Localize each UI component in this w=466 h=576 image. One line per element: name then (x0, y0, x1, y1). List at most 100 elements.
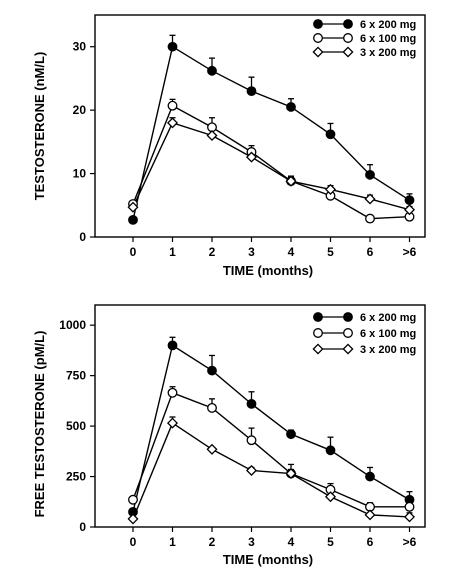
free-testosterone-legend-marker-start-3-x-200-mg (312, 343, 324, 355)
free-testosterone-legend: 6 x 200 mg 6 x 100 mg 3 x 200 mg (312, 312, 416, 356)
testosterone-point-6-x-100-mg (167, 100, 178, 111)
free-testosterone-legend-marker-end-6-x-100-mg (343, 328, 353, 338)
testosterone-point-3-x-200-mg (127, 201, 139, 213)
testosterone-x-tick-label: 0 (130, 245, 137, 259)
testosterone-x-tick-label: 3 (248, 245, 255, 259)
free-testosterone-legend-label-6-x-200-mg: 6 x 200 mg (360, 312, 416, 324)
testosterone-point-3-x-200-mg (364, 193, 376, 205)
free-testosterone-x-tick-label: 1 (169, 535, 176, 549)
testosterone-x-tick-label: 4 (288, 245, 295, 259)
testosterone-point-6-x-200-mg (167, 41, 178, 52)
testosterone-x-axis-label: TIME (months) (223, 263, 313, 278)
testosterone-point-3-x-200-mg (285, 175, 297, 187)
testosterone-point-6-x-100-mg (365, 213, 375, 224)
free-testosterone-point-6-x-200-mg (167, 340, 178, 351)
free-testosterone-legend-label-6-x-100-mg: 6 x 100 mg (360, 328, 416, 340)
free-testosterone-legend-marker-end-3-x-200-mg (342, 343, 354, 355)
testosterone-legend-label-3-x-200-mg: 3 x 200 mg (360, 47, 416, 59)
free-testosterone-x-tick-label: 0 (130, 535, 137, 549)
free-testosterone-point-6-x-200-mg (325, 445, 336, 456)
free-testosterone-x-tick-label: 5 (327, 535, 334, 549)
testosterone-legend: 6 x 200 mg 6 x 100 mg 3 x 200 mg (312, 19, 416, 59)
free-testosterone-point-3-x-200-mg (245, 464, 258, 477)
free-testosterone-y-tick-label: 750 (66, 369, 86, 383)
testosterone-ticks: 0 1 2 3 4 5 6 >6 0 10 20 30 (73, 40, 417, 259)
free-testosterone-point-3-x-200-mg (285, 467, 297, 480)
free-testosterone-y-tick-label: 500 (66, 419, 86, 433)
testosterone-point-6-x-200-mg (404, 195, 415, 206)
testosterone-point-6-x-200-mg (325, 129, 336, 140)
free-testosterone-series-line-3-x-200-mg (132, 422, 410, 520)
testosterone-y-axis-label: TESTOSTERONE (nM/L) (32, 52, 47, 201)
testosterone-legend-marker-start-6-x-100-mg (313, 33, 323, 43)
free-testosterone-point-3-x-200-mg (127, 513, 139, 525)
free-testosterone-point-3-x-200-mg (324, 491, 337, 503)
free-testosterone-point-3-x-200-mg (403, 511, 416, 523)
free-testosterone-x-tick-label: 2 (209, 535, 216, 549)
testosterone-point-6-x-200-mg (128, 214, 138, 225)
free-testosterone-point-6-x-200-mg (246, 398, 257, 409)
testosterone-point-6-x-200-mg (207, 65, 217, 76)
testosterone-point-3-x-200-mg (324, 183, 337, 195)
testosterone-point-6-x-200-mg (246, 86, 257, 97)
free-testosterone-point-6-x-100-mg (246, 435, 257, 446)
testosterone-x-tick-label: 2 (209, 245, 216, 259)
free-testosterone-x-axis-label: TIME (months) (223, 552, 313, 567)
testosterone-point-3-x-200-mg (245, 151, 258, 163)
testosterone-legend-label-6-x-200-mg: 6 x 200 mg (360, 19, 416, 31)
free-testosterone-series-markers (127, 340, 416, 525)
free-testosterone-point-3-x-200-mg (364, 509, 376, 521)
testosterone-y-tick-label: 30 (73, 40, 87, 54)
free-testosterone-legend-marker-start-6-x-100-mg (313, 328, 323, 338)
testosterone-x-tick-label: >6 (403, 245, 417, 259)
free-testosterone-point-3-x-200-mg (166, 417, 179, 429)
free-testosterone-legend-marker-end-6-x-200-mg (343, 312, 353, 322)
free-testosterone-y-tick-label: 1000 (59, 318, 86, 332)
testosterone-point-3-x-200-mg (166, 117, 179, 129)
testosterone-x-tick-label: 6 (367, 245, 374, 259)
testosterone-point-3-x-200-mg (206, 129, 218, 142)
testosterone-series-line-3-x-200-mg (132, 121, 410, 211)
testosterone-legend-marker-end-6-x-100-mg (343, 33, 353, 43)
free-testosterone-x-tick-label: 4 (288, 535, 295, 549)
free-testosterone-x-tick-label: >6 (403, 535, 417, 549)
testosterone-legend-marker-end-6-x-200-mg (343, 19, 353, 29)
testosterone-y-tick-label: 10 (73, 167, 87, 181)
free-testosterone-point-6-x-200-mg (286, 429, 296, 440)
free-testosterone-point-6-x-100-mg (167, 387, 178, 398)
free-testosterone-legend-label-3-x-200-mg: 3 x 200 mg (360, 344, 416, 356)
free-testosterone-x-tick-label: 3 (248, 535, 255, 549)
free-testosterone-point-6-x-100-mg (404, 501, 415, 512)
free-testosterone-series-lines (132, 336, 413, 520)
free-testosterone-y-axis-label: FREE TESTOSTERONE (pM/L) (32, 331, 47, 518)
free-testosterone-point-3-x-200-mg (206, 443, 218, 455)
testosterone-x-tick-label: 5 (327, 245, 334, 259)
testosterone-legend-marker-start-3-x-200-mg (312, 46, 324, 58)
free-testosterone-chart: 0 1 2 3 4 5 6 >6 0 250 500 750 1000 TIME (months) FR… (32, 304, 426, 567)
testosterone-point-3-x-200-mg (403, 204, 416, 216)
free-testosterone-x-tick-label: 6 (367, 535, 374, 549)
free-testosterone-legend-marker-start-6-x-200-mg (313, 312, 323, 322)
testosterone-legend-label-6-x-100-mg: 6 x 100 mg (360, 33, 416, 45)
free-testosterone-point-6-x-200-mg (365, 471, 375, 482)
testosterone-series-line-6-x-100-mg (132, 104, 410, 220)
testosterone-x-tick-label: 1 (169, 245, 176, 259)
testosterone-point-6-x-200-mg (365, 169, 375, 180)
free-testosterone-plot-frame (94, 304, 426, 528)
testosterone-series-line-6-x-200-mg (132, 45, 410, 221)
testosterone-y-tick-label: 0 (79, 230, 86, 244)
free-testosterone-ticks: 0 1 2 3 4 5 6 >6 0 250 500 750 1000 (59, 318, 416, 549)
testosterone-legend-marker-end-3-x-200-mg (342, 46, 354, 58)
free-testosterone-point-6-x-200-mg (207, 365, 217, 376)
free-testosterone-point-6-x-100-mg (207, 402, 217, 413)
testosterone-series-lines (132, 34, 413, 221)
testosterone-point-6-x-200-mg (286, 102, 296, 112)
testosterone-plot-frame (94, 14, 426, 238)
free-testosterone-series-line-6-x-200-mg (132, 344, 410, 513)
testosterone-series-markers (127, 41, 416, 225)
free-testosterone-y-tick-label: 0 (79, 520, 86, 534)
free-testosterone-point-6-x-100-mg (128, 494, 138, 505)
free-testosterone-series-line-6-x-100-mg (132, 391, 410, 508)
free-testosterone-y-tick-label: 250 (66, 470, 86, 484)
